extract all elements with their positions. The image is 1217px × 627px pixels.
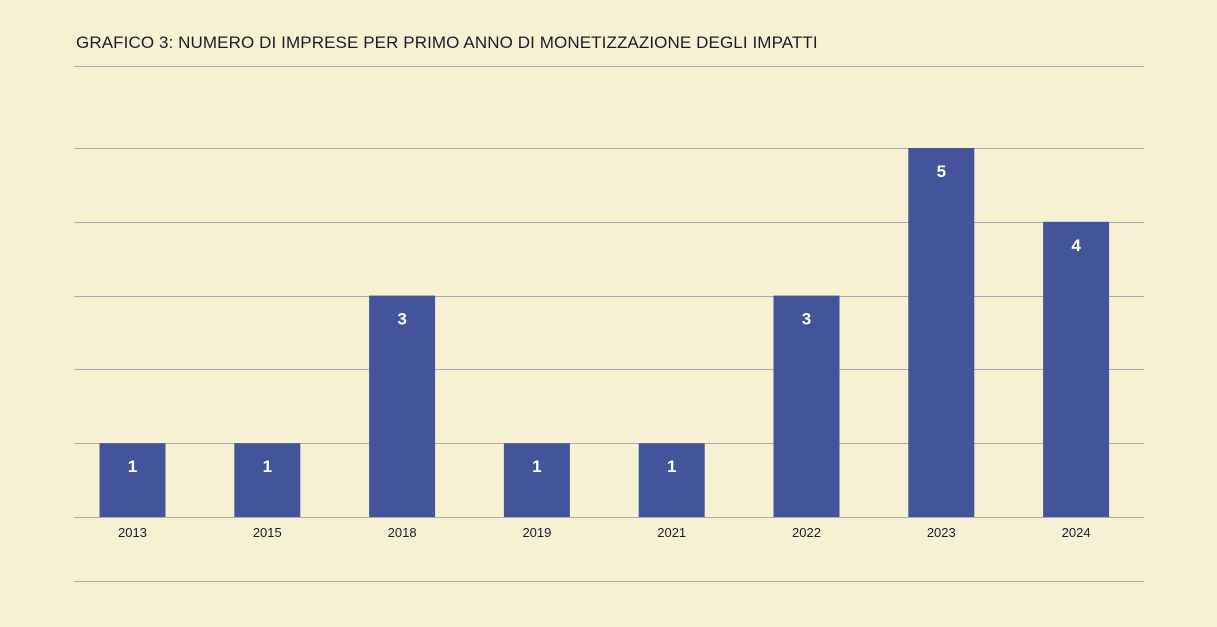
bar-data-label: 1 xyxy=(667,457,676,476)
bar xyxy=(234,443,301,517)
x-tick-label: 2015 xyxy=(253,525,282,540)
bar xyxy=(908,148,975,517)
bar-data-label: 1 xyxy=(532,457,541,476)
x-tick-label: 2013 xyxy=(118,525,147,540)
x-tick-label: 2022 xyxy=(792,525,821,540)
bar xyxy=(503,443,570,517)
chart-title: GRAFICO 3: NUMERO DI IMPRESE PER PRIMO A… xyxy=(76,33,818,52)
x-tick-label: 2021 xyxy=(657,525,686,540)
bar xyxy=(773,295,840,517)
bar-data-label: 3 xyxy=(397,310,406,329)
x-tick-label: 2024 xyxy=(1062,525,1091,540)
bar-data-label: 1 xyxy=(128,457,137,476)
bar xyxy=(1043,221,1110,518)
x-tick-label: 2023 xyxy=(927,525,956,540)
bottom-divider xyxy=(74,581,1144,582)
bar-data-label: 3 xyxy=(802,310,811,329)
bar xyxy=(99,443,166,517)
bar-data-label: 5 xyxy=(937,162,946,181)
x-tick-label: 2019 xyxy=(522,525,551,540)
bar-data-label: 4 xyxy=(1071,236,1081,255)
bar xyxy=(638,443,705,517)
bar-data-label: 1 xyxy=(263,457,272,476)
bar xyxy=(369,295,436,517)
x-tick-label: 2018 xyxy=(388,525,417,540)
top-divider xyxy=(74,66,1144,67)
